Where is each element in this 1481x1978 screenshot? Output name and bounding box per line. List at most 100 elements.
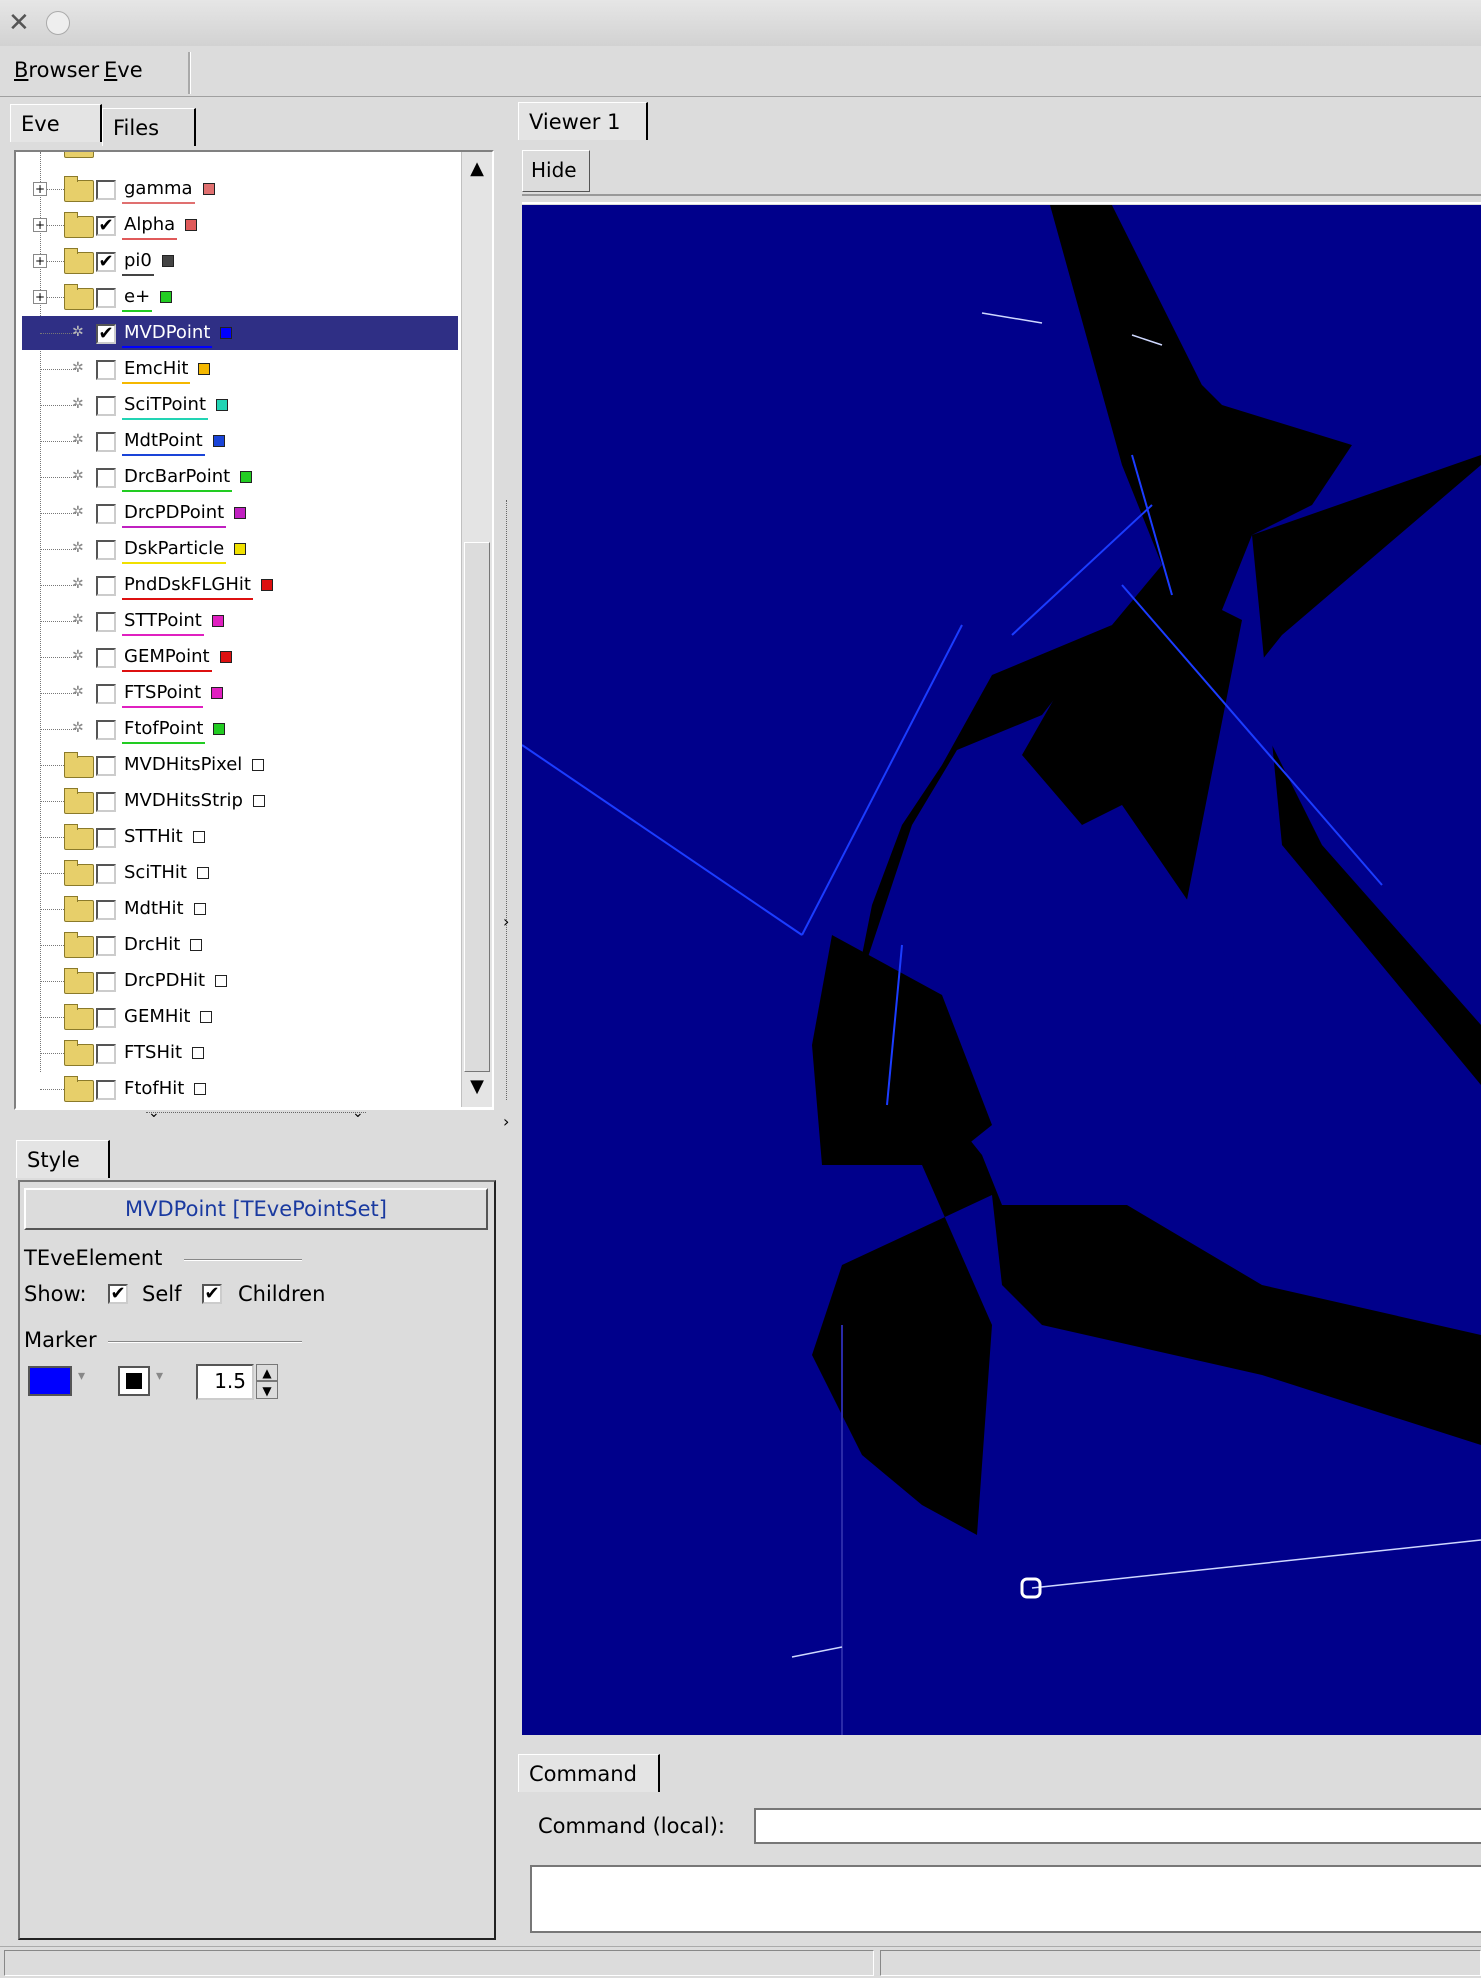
marker-size-spinner[interactable]: ▲ ▼ (256, 1364, 278, 1400)
visibility-checkbox[interactable] (96, 540, 116, 560)
tree-item-label: MdtHit (124, 898, 184, 919)
menu-eve[interactable]: Eve (104, 58, 143, 82)
tree-item-scitpoint[interactable]: ✲ SciTPoint (16, 388, 456, 422)
visibility-checkbox[interactable] (96, 684, 116, 704)
leaf-icon: ✲ (72, 324, 84, 340)
visibility-checkbox[interactable] (96, 468, 116, 488)
tree-item-e-[interactable]: + e+ (16, 280, 456, 314)
hide-button[interactable]: Hide (522, 150, 590, 192)
visibility-checkbox[interactable] (96, 720, 116, 740)
tree-item-ftspoint[interactable]: ✲ FTSPoint (16, 676, 456, 710)
tab-command[interactable]: Command (518, 1754, 660, 1792)
tree-item-ftofhit[interactable]: FtofHit (16, 1072, 456, 1106)
gl-viewer-canvas[interactable] (522, 205, 1481, 1735)
marker-style-swatch (126, 1373, 142, 1389)
visibility-checkbox[interactable] (96, 180, 116, 200)
tree-item-drcbarpoint[interactable]: ✲ DrcBarPoint (16, 460, 456, 494)
color-underline (122, 490, 232, 492)
marker-color-picker[interactable] (28, 1366, 72, 1396)
expand-plus-icon[interactable]: + (33, 182, 47, 196)
tree-item-ftofpoint[interactable]: ✲ FtofPoint (16, 712, 456, 746)
tree-item-drcpdpoint[interactable]: ✲ DrcPDPoint (16, 496, 456, 530)
tree-item-ftshit[interactable]: FTSHit (16, 1036, 456, 1070)
tree-item-dskparticle[interactable]: ✲ DskParticle (16, 532, 456, 566)
tree-item-mvdhitsstrip[interactable]: MVDHitsStrip (16, 784, 456, 818)
tree-item-label: FtofPoint (124, 718, 204, 739)
visibility-checkbox[interactable] (96, 864, 116, 884)
scrollbar-thumb[interactable] (464, 542, 490, 1072)
tree-item-sttpoint[interactable]: ✲ STTPoint (16, 604, 456, 638)
scroll-down-icon[interactable]: ▼ (470, 1076, 484, 1097)
tab-style[interactable]: Style (16, 1140, 110, 1178)
visibility-checkbox[interactable] (96, 936, 116, 956)
command-history-box[interactable] (530, 1865, 1481, 1933)
tree-item-mvdpoint[interactable]: ✲ ✔ MVDPoint (16, 316, 458, 350)
leaf-icon: ✲ (72, 720, 84, 736)
visibility-checkbox[interactable] (96, 504, 116, 524)
editor-title-button[interactable]: MVDPoint [TEvePointSet] (24, 1188, 488, 1230)
tab-viewer-1[interactable]: Viewer 1 (518, 102, 648, 140)
dropdown-arrow-icon[interactable]: ▾ (156, 1368, 164, 1384)
children-checkbox[interactable]: ✔ (202, 1284, 222, 1304)
visibility-checkbox[interactable] (96, 288, 116, 308)
tree-item-pi0[interactable]: + ✔ pi0 (16, 244, 456, 278)
visibility-checkbox[interactable]: ✔ (96, 324, 116, 344)
folder-icon (64, 1076, 94, 1102)
color-underline (122, 310, 152, 312)
visibility-checkbox[interactable] (96, 1008, 116, 1028)
tree-item-drchit[interactable]: DrcHit (16, 928, 456, 962)
tree-item-mvdhitspixel[interactable]: MVDHitsPixel (16, 748, 456, 782)
visibility-checkbox[interactable] (96, 828, 116, 848)
tree-item-emchit[interactable]: ✲ EmcHit (16, 352, 456, 386)
dropdown-arrow-icon[interactable]: ▾ (78, 1368, 86, 1384)
color-swatch (213, 723, 225, 735)
eve-list-tree[interactable]: + gamma + ✔ Alpha + ✔ pi0 + e+ ✲ ✔ MVDPoint ✲ EmcHit ✲ S… (14, 150, 494, 1110)
visibility-checkbox[interactable] (96, 432, 116, 452)
visibility-checkbox[interactable] (96, 900, 116, 920)
visibility-checkbox[interactable] (96, 612, 116, 632)
spin-down-icon[interactable]: ▼ (256, 1381, 278, 1399)
scroll-up-icon[interactable]: ▲ (470, 158, 484, 179)
visibility-checkbox[interactable]: ✔ (96, 216, 116, 236)
color-underline (122, 274, 154, 276)
visibility-checkbox[interactable] (96, 576, 116, 596)
expand-plus-icon[interactable]: + (33, 218, 47, 232)
visibility-checkbox[interactable] (96, 396, 116, 416)
marker-size-input[interactable]: 1.5 (196, 1364, 254, 1400)
tree-item-mdthit[interactable]: MdtHit (16, 892, 456, 926)
visibility-checkbox[interactable] (96, 792, 116, 812)
visibility-checkbox[interactable] (96, 648, 116, 668)
visibility-checkbox[interactable] (96, 1044, 116, 1064)
viewer-splitter[interactable] (522, 194, 1481, 204)
command-input[interactable] (754, 1808, 1481, 1844)
visibility-checkbox[interactable] (96, 1080, 116, 1100)
visibility-checkbox[interactable]: ✔ (96, 252, 116, 272)
window-menu-icon[interactable] (46, 11, 70, 35)
expand-plus-icon[interactable]: + (33, 254, 47, 268)
folder-icon (64, 176, 94, 202)
color-swatch (220, 651, 232, 663)
tree-item-gemhit[interactable]: GEMHit (16, 1000, 456, 1034)
tab-eve[interactable]: Eve (10, 104, 102, 142)
vertical-splitter[interactable] (506, 500, 507, 1100)
tree-item-gempoint[interactable]: ✲ GEMPoint (16, 640, 456, 674)
marker-style-picker[interactable] (118, 1366, 150, 1396)
self-checkbox[interactable]: ✔ (108, 1284, 128, 1304)
visibility-checkbox[interactable] (96, 972, 116, 992)
tree-item-scithit[interactable]: SciTHit (16, 856, 456, 890)
tree-item-mdtpoint[interactable]: ✲ MdtPoint (16, 424, 456, 458)
visibility-checkbox[interactable] (96, 360, 116, 380)
tree-item-stthit[interactable]: STTHit (16, 820, 456, 854)
spin-up-icon[interactable]: ▲ (256, 1364, 278, 1381)
tree-item-alpha[interactable]: + ✔ Alpha (16, 208, 456, 242)
horizontal-splitter[interactable] (146, 1112, 366, 1113)
visibility-checkbox[interactable] (96, 756, 116, 776)
tree-item-pnddskflghit[interactable]: ✲ PndDskFLGHit (16, 568, 456, 602)
menu-browser[interactable]: Browser (14, 58, 100, 82)
expand-plus-icon[interactable]: + (33, 290, 47, 304)
tree-vertical-scrollbar[interactable]: ▲ ▼ (461, 152, 492, 1107)
tree-item-gamma[interactable]: + gamma (16, 172, 456, 206)
tab-files[interactable]: Files (102, 108, 196, 146)
tree-item-drcpdhit[interactable]: DrcPDHit (16, 964, 456, 998)
menu-bar: Browser Eve (0, 46, 1481, 97)
